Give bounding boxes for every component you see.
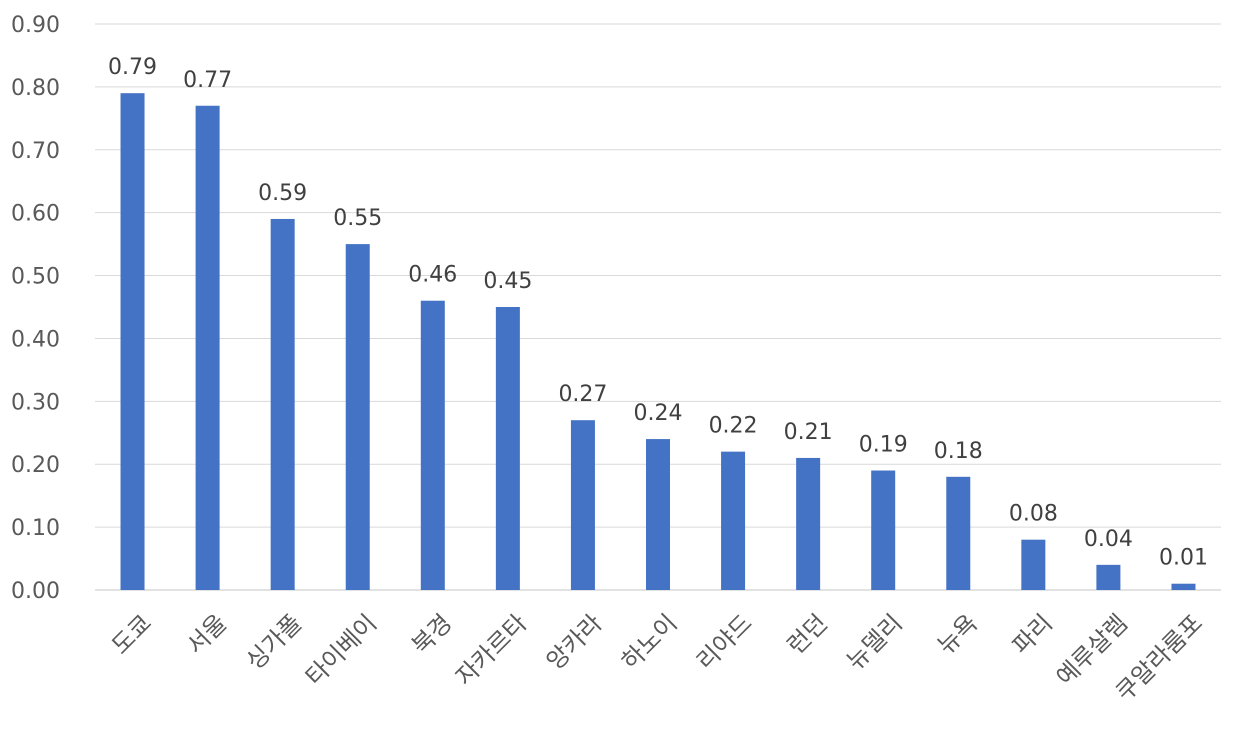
data-label: 0.22: [709, 414, 758, 439]
bar: [420, 300, 445, 590]
y-tick-label: 0.50: [11, 265, 60, 290]
bars: [120, 93, 1196, 590]
bar: [270, 218, 295, 590]
data-label: 0.04: [1084, 527, 1133, 552]
data-label: 0.19: [859, 433, 908, 458]
x-category-label: 리야드: [691, 609, 758, 676]
y-tick-label: 0.80: [11, 76, 60, 101]
y-axis-ticks: 0.00 0.10 0.20 0.30 0.40 0.50 0.60 0.70 0.80 0.90: [11, 13, 60, 604]
bar: [796, 457, 821, 590]
bar: [946, 476, 971, 590]
y-tick-label: 0.90: [11, 13, 60, 38]
x-category-label: 파리: [1007, 609, 1058, 660]
data-label: 0.18: [934, 439, 983, 464]
y-tick-label: 0.00: [11, 579, 60, 604]
bar: [495, 307, 520, 590]
x-category-label: 도쿄: [106, 609, 157, 660]
y-tick-label: 0.40: [11, 327, 60, 352]
x-category-label: 앙카라: [541, 609, 608, 676]
y-tick-label: 0.60: [11, 202, 60, 227]
y-tick-label: 0.10: [11, 516, 60, 541]
y-tick-label: 0.30: [11, 390, 60, 415]
data-label: 0.27: [558, 382, 607, 407]
bar: [721, 451, 746, 590]
data-label: 0.45: [483, 269, 532, 294]
data-label: 0.24: [634, 401, 683, 426]
data-label: 0.21: [784, 420, 833, 445]
data-labels: 0.79 0.77 0.59 0.55 0.46 0.45 0.27 0.24 0.22 0.21…: [108, 55, 1208, 571]
data-label: 0.77: [183, 68, 232, 93]
bar: [570, 420, 595, 590]
x-category-label: 뉴델리: [841, 609, 908, 676]
bar: [1021, 539, 1046, 590]
bar: [120, 93, 145, 590]
y-tick-label: 0.20: [11, 453, 60, 478]
bar: [646, 439, 670, 590]
x-category-label: 타이베이: [300, 609, 382, 691]
y-tick-label: 0.70: [11, 139, 60, 164]
x-category-label: 북경: [406, 609, 457, 660]
bar: [345, 244, 370, 590]
bar: [1096, 564, 1121, 590]
data-label: 0.08: [1009, 502, 1058, 527]
x-category-label: 하노이: [616, 609, 683, 676]
x-category-label: 서울: [181, 609, 232, 660]
x-category-label: 싱가폴: [241, 609, 308, 676]
bar: [871, 470, 896, 590]
data-label: 0.59: [258, 181, 307, 206]
data-label: 0.79: [108, 55, 157, 80]
bar: [1171, 583, 1196, 590]
x-category-label: 런던: [782, 609, 833, 660]
x-category-label: 자카르타: [450, 609, 532, 691]
bar: [195, 105, 220, 590]
data-label: 0.46: [408, 263, 457, 288]
x-category-label: 뉴욕: [932, 609, 983, 660]
data-label: 0.55: [333, 206, 382, 231]
data-label: 0.01: [1159, 546, 1208, 571]
